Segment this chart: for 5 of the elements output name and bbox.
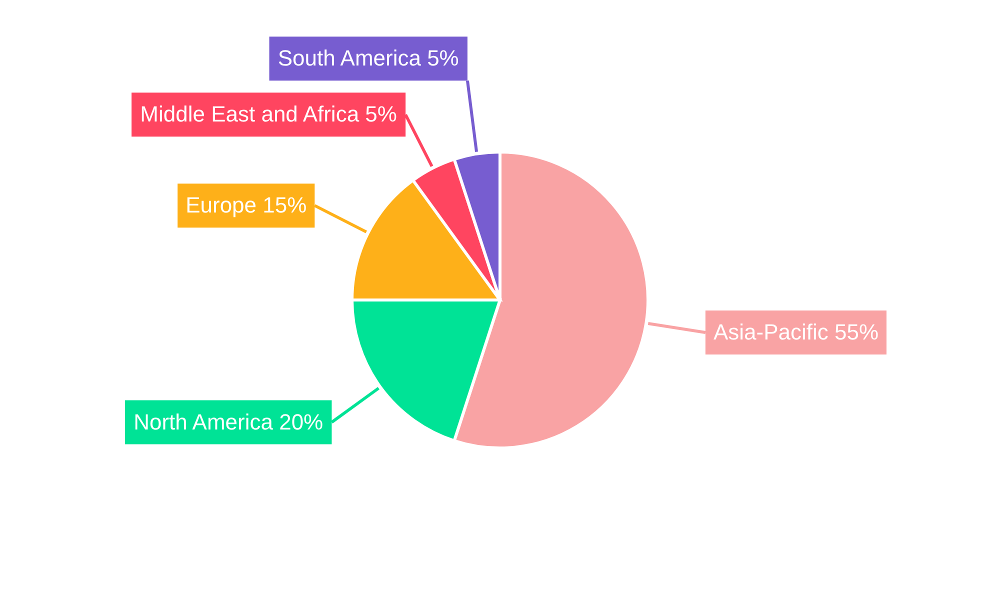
slice-label: Middle East and Africa 5% <box>140 102 397 127</box>
slice-label: North America 20% <box>134 409 324 434</box>
slice-label: South America 5% <box>278 46 459 71</box>
slice-label: Europe 15% <box>186 192 307 218</box>
slice-label: Asia-Pacific 55% <box>713 320 879 345</box>
